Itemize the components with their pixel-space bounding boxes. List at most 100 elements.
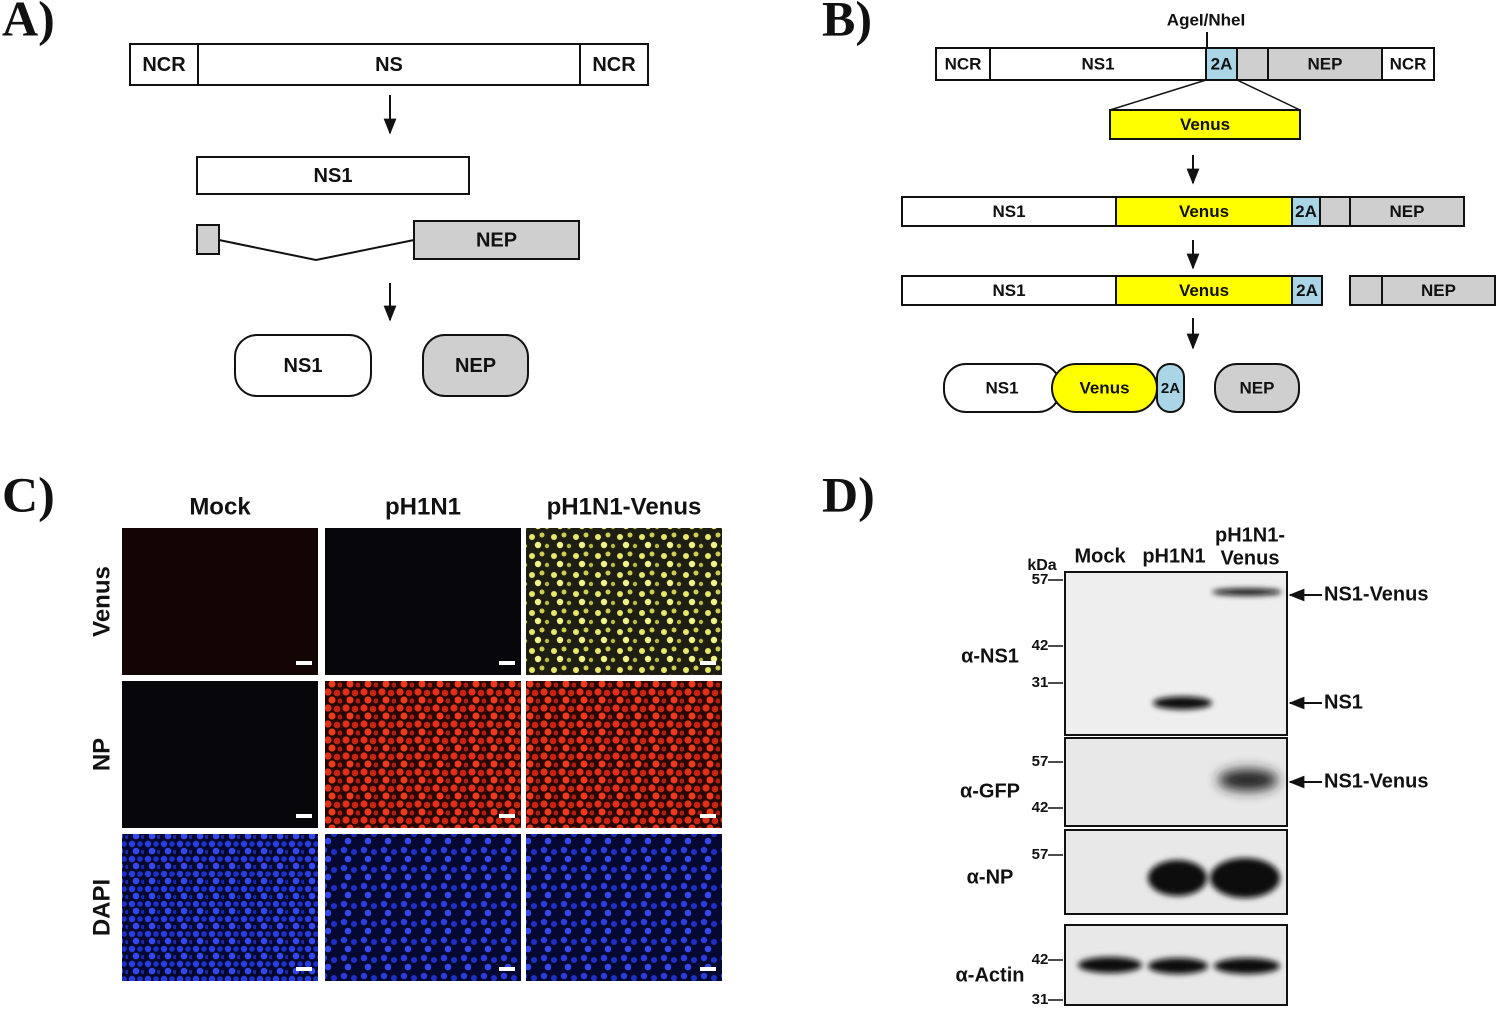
antibody-label: α-Actin	[956, 964, 1025, 986]
segment-label: NS1	[284, 355, 323, 377]
lane-label: Venus	[1221, 547, 1280, 569]
micrograph	[325, 528, 521, 675]
band	[1078, 957, 1142, 973]
panel-label: C)	[2, 466, 55, 522]
restriction-site: AgeI/NheI	[1167, 10, 1245, 29]
antibody-label: α-NP	[967, 866, 1014, 888]
segment-label: NEP	[1390, 202, 1425, 221]
blot	[1064, 571, 1288, 736]
panel-label: A)	[2, 0, 55, 46]
segment-label: NCR	[1390, 54, 1427, 73]
scale-bar	[700, 967, 716, 971]
segment-label: NEP	[455, 355, 496, 377]
segment-label: NS1	[985, 378, 1018, 397]
micrograph	[122, 681, 318, 828]
segment-box	[413, 220, 580, 260]
scale-bar	[296, 967, 312, 971]
segment-label: Venus	[1179, 281, 1229, 300]
scale-bar	[296, 814, 312, 818]
segment-label: Venus	[1179, 202, 1229, 221]
segment-label: Venus	[1079, 378, 1129, 397]
row-label: NP	[88, 738, 115, 771]
lane-label: Mock	[1074, 545, 1126, 567]
segment-box	[1319, 196, 1351, 227]
scale-bar	[700, 814, 716, 818]
antibody-label: α-NS1	[961, 645, 1019, 667]
micrograph	[122, 834, 318, 981]
marker-label: 31	[1032, 991, 1049, 1008]
column-header: pH1N1	[385, 493, 461, 520]
insert-guide	[1109, 79, 1301, 111]
segment-box	[197, 43, 581, 86]
band	[1148, 860, 1207, 896]
band	[1153, 696, 1212, 710]
segment-box	[196, 224, 220, 255]
marker-label: 42	[1032, 951, 1049, 968]
band-label: NS1	[1324, 691, 1363, 713]
segment-box	[579, 43, 649, 86]
micrograph	[526, 681, 722, 828]
micrograph	[122, 528, 318, 675]
marker-label: 57	[1032, 571, 1049, 588]
marker-label: 42	[1032, 637, 1049, 654]
segment-box	[196, 156, 470, 195]
segment-label: NS1	[1081, 54, 1114, 73]
segment-label: NEP	[1421, 281, 1456, 300]
scale-bar	[700, 661, 716, 665]
column-header: Mock	[189, 493, 251, 520]
segment-label: NEP	[476, 229, 517, 251]
segment-label: 2A	[1161, 380, 1180, 397]
micrograph	[526, 528, 722, 675]
segment-label: NEP	[1308, 54, 1343, 73]
band	[1218, 769, 1278, 791]
micrograph	[325, 834, 521, 981]
segment-box	[1109, 109, 1301, 140]
marker-label: 57	[1032, 846, 1049, 863]
segment-box	[901, 275, 1117, 306]
scale-bar	[499, 814, 515, 818]
segment-label: NS1	[314, 165, 353, 187]
row-label: Venus	[88, 566, 115, 637]
segment-label: NCR	[945, 54, 982, 73]
band	[1148, 958, 1208, 974]
intron-line	[218, 239, 415, 262]
micrograph	[526, 834, 722, 981]
scale-bar	[499, 661, 515, 665]
segment-label: NS1	[992, 281, 1025, 300]
segment-box	[1115, 275, 1293, 306]
lane-label: pH1N1-	[1215, 524, 1285, 546]
segment-label: NS	[375, 54, 403, 76]
segment-box	[1267, 47, 1383, 81]
segment-label: NCR	[592, 54, 636, 76]
lane-label: pH1N1	[1142, 545, 1205, 567]
segment-box	[129, 43, 199, 86]
segment-box	[1349, 275, 1383, 306]
unit-label: kDa	[1027, 557, 1056, 574]
segment-label: Venus	[1180, 115, 1230, 134]
row-label: DAPI	[88, 879, 115, 936]
panel-label: B)	[822, 0, 872, 46]
band	[1214, 958, 1280, 974]
scale-bar	[499, 967, 515, 971]
segment-label: NEP	[1240, 378, 1275, 397]
segment-box	[1236, 47, 1269, 81]
panel-label: D)	[822, 466, 875, 522]
band-label: NS1-Venus	[1324, 583, 1428, 605]
protein	[1156, 363, 1185, 413]
segment-label: 2A	[1296, 281, 1318, 300]
marker-label: 31	[1032, 674, 1049, 691]
band-label: NS1-Venus	[1324, 770, 1428, 792]
scale-bar	[296, 661, 312, 665]
segment-box	[1381, 47, 1435, 81]
segment-label: NCR	[142, 54, 186, 76]
marker-label: 57	[1032, 753, 1049, 770]
column-header: pH1N1-Venus	[547, 493, 702, 520]
protein	[234, 334, 372, 397]
segment-label: NS1	[992, 202, 1025, 221]
segment-box	[1381, 275, 1496, 306]
micrograph	[325, 681, 521, 828]
segment-label: 2A	[1295, 202, 1317, 221]
segment-box	[989, 47, 1207, 81]
